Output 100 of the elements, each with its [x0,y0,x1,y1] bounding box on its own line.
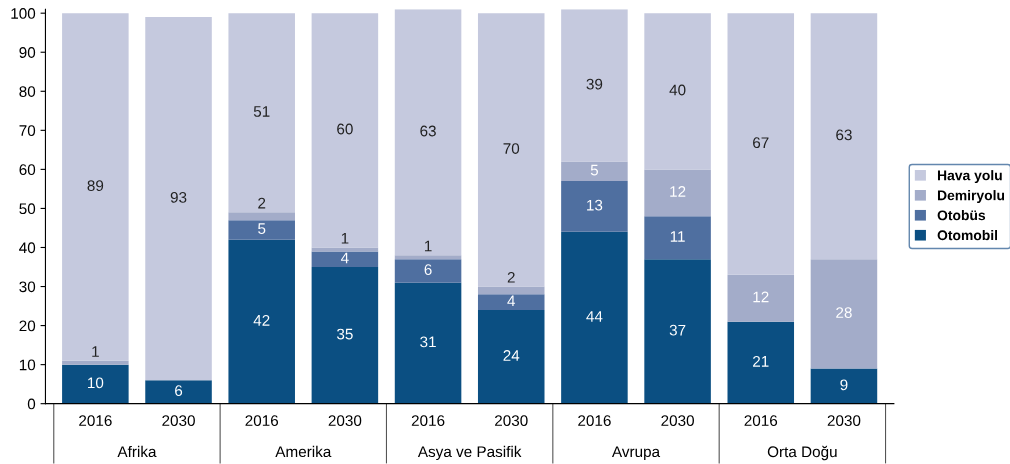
data-label: 60 [337,123,353,135]
data-label: 1 [92,346,99,357]
x-tick-label: 2016 [411,415,445,427]
bar [561,181,628,232]
bar [644,13,711,170]
x-tick-label: 2016 [744,415,778,427]
y-tick-label: 80 [19,86,36,97]
data-label: 6 [424,264,432,276]
data-label: 11 [670,231,685,242]
bar [145,380,212,404]
bar [228,239,295,404]
data-label: 1 [424,240,432,252]
y-tick-label: 0 [27,398,36,410]
y-tick-label: 70 [19,125,36,137]
data-label: 44 [586,311,603,322]
x-tick-label: 2016 [79,415,112,427]
data-label: 42 [253,314,270,326]
bar [62,360,129,365]
bar [477,286,545,295]
y-tick-label: 10 [19,359,36,371]
bar [561,231,628,404]
bar [62,13,129,361]
bar [727,13,795,275]
x-tick-label: 2030 [162,415,195,427]
bar [394,9,462,256]
data-label: 40 [669,84,686,96]
data-label: 6 [175,385,183,397]
data-label: 93 [170,191,187,203]
data-label: 63 [836,129,852,141]
legend-label: Otomobil [937,229,998,241]
data-label: 1 [341,233,349,244]
bar [394,282,462,404]
bar [62,364,129,404]
x-tick-label: 2030 [827,415,861,427]
bar [727,321,795,404]
bar [311,251,379,268]
text: Orta Doğu [767,445,837,461]
bar [810,368,878,404]
text: Afrika [117,445,157,458]
bar [228,13,295,213]
data-label: 28 [836,307,852,318]
legend-label: Otobüs [937,210,986,221]
bar [477,294,545,310]
text: Avrupa [611,446,661,461]
data-label: 4 [340,252,349,264]
data-label: 10 [88,377,104,389]
bar [228,220,295,240]
y-tick-label: 100 [11,8,36,19]
data-label: 2 [258,197,266,209]
data-label: 4 [507,295,516,307]
y-tick-label: 20 [19,320,36,332]
x-tick-label: 2030 [495,415,528,427]
data-label: 13 [587,199,603,211]
text: Asya ve Pasifik [417,445,522,461]
data-label: 5 [590,164,599,176]
y-tick-label: 60 [19,164,36,176]
data-label: 21 [753,355,769,367]
data-label: 70 [503,143,520,154]
data-label: 67 [753,137,769,149]
bar [561,161,628,182]
bar [810,13,878,260]
y-tick-label: 40 [19,242,36,254]
bar [561,9,628,162]
bar [394,255,462,260]
data-label: 51 [253,106,270,117]
bar [644,216,711,260]
bar [477,13,545,287]
bar [311,247,379,252]
data-label: 12 [670,186,686,197]
data-label: 37 [669,324,686,336]
legend-label: Hava yolu [937,170,1002,184]
y-tick-label: 30 [19,281,36,293]
data-label: 35 [336,328,353,340]
data-label: 5 [258,223,266,235]
bar [727,274,795,322]
data-label: 63 [420,125,436,137]
y-tick-label: 90 [19,47,36,58]
text: Amerika [275,445,332,458]
bar [394,259,462,283]
x-tick-label: 2016 [578,415,611,427]
bar [644,259,711,404]
bar [477,309,545,404]
bar [644,169,711,217]
bar [810,259,878,369]
data-label: 31 [420,336,436,348]
data-label: 12 [753,291,769,303]
bar [145,17,212,381]
data-label: 24 [503,350,520,361]
bar [311,13,379,248]
x-tick-label: 2030 [328,415,362,427]
legend-label: Demiryolu [937,190,1005,204]
data-label: 39 [586,78,603,90]
data-label: 9 [840,379,848,391]
bar [311,267,379,404]
y-tick-label: 50 [19,203,36,215]
x-tick-label: 2030 [661,415,694,427]
data-label: 89 [87,180,104,192]
bar [228,212,295,221]
x-tick-label: 2016 [245,415,279,427]
data-label: 2 [507,271,515,283]
